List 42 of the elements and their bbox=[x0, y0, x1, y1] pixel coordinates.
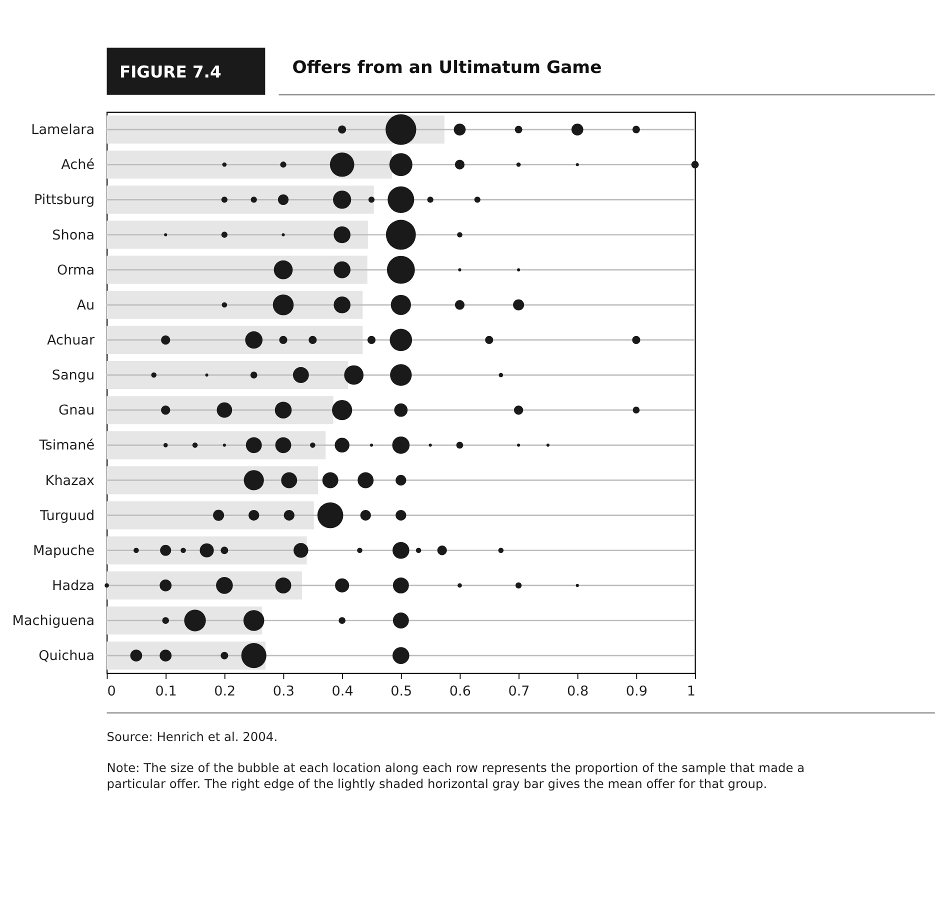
y-tick-label: Orma bbox=[57, 262, 95, 278]
bar bbox=[106, 571, 302, 600]
x-tick-label: 0.8 bbox=[567, 683, 589, 700]
bar bbox=[106, 431, 326, 460]
x-tick-label: 0.1 bbox=[155, 683, 177, 700]
x-tick-label: 0 bbox=[107, 683, 116, 700]
y-tick-label: Turguud bbox=[38, 508, 95, 524]
bar bbox=[106, 256, 368, 284]
bar bbox=[106, 116, 444, 144]
bar bbox=[106, 290, 363, 319]
y-tick-label: Shona bbox=[52, 227, 95, 244]
chart-title: Offers from an Ultimatum Game bbox=[292, 58, 602, 78]
x-tick-label: 0.6 bbox=[449, 683, 471, 700]
x-tick-label: 0.4 bbox=[332, 683, 354, 700]
text: Note: The size of the bubble at each location along each row represents the proportion of the sample that made a particular offer. The right edge of the lightly shaded horizontal gray bar gives the mean offer for that group. bbox=[106, 760, 805, 792]
y-tick-label: Lamelara bbox=[31, 122, 95, 138]
y-tick-label: Quichua bbox=[38, 648, 95, 664]
y-tick-label: Mapuche bbox=[32, 542, 95, 559]
y-tick-label: Sangu bbox=[52, 368, 95, 384]
x-tick-label: 0.9 bbox=[626, 683, 648, 700]
x-tick-label: 0.5 bbox=[390, 683, 412, 700]
y-tick-label: Tsimané bbox=[38, 438, 95, 454]
x-tick-label: 0.2 bbox=[214, 683, 236, 700]
bar bbox=[106, 186, 374, 214]
source-note: Source: Henrich et al. 2004. bbox=[106, 730, 278, 744]
chart-subtitle: FIGURE 7.4 bbox=[119, 62, 222, 82]
y-tick-label: Machiguena bbox=[12, 613, 95, 630]
bar bbox=[106, 536, 307, 564]
bar bbox=[106, 326, 363, 354]
y-tick-label: Pittsburg bbox=[34, 192, 95, 208]
y-tick-label: Achuar bbox=[46, 332, 95, 348]
y-tick-label: Gnau bbox=[58, 402, 95, 419]
y-tick-label: Khazax bbox=[45, 472, 95, 489]
y-tick-label: Hadza bbox=[52, 578, 95, 594]
x-tick-label: 0.3 bbox=[272, 683, 295, 700]
bar bbox=[106, 501, 314, 530]
y-tick-label: Au bbox=[76, 297, 95, 314]
x-tick-label: 0.7 bbox=[508, 683, 530, 700]
bar bbox=[106, 220, 368, 249]
x-tick-label: 1 bbox=[686, 683, 696, 700]
bar bbox=[106, 466, 318, 494]
y-tick-label: Aché bbox=[61, 157, 95, 174]
